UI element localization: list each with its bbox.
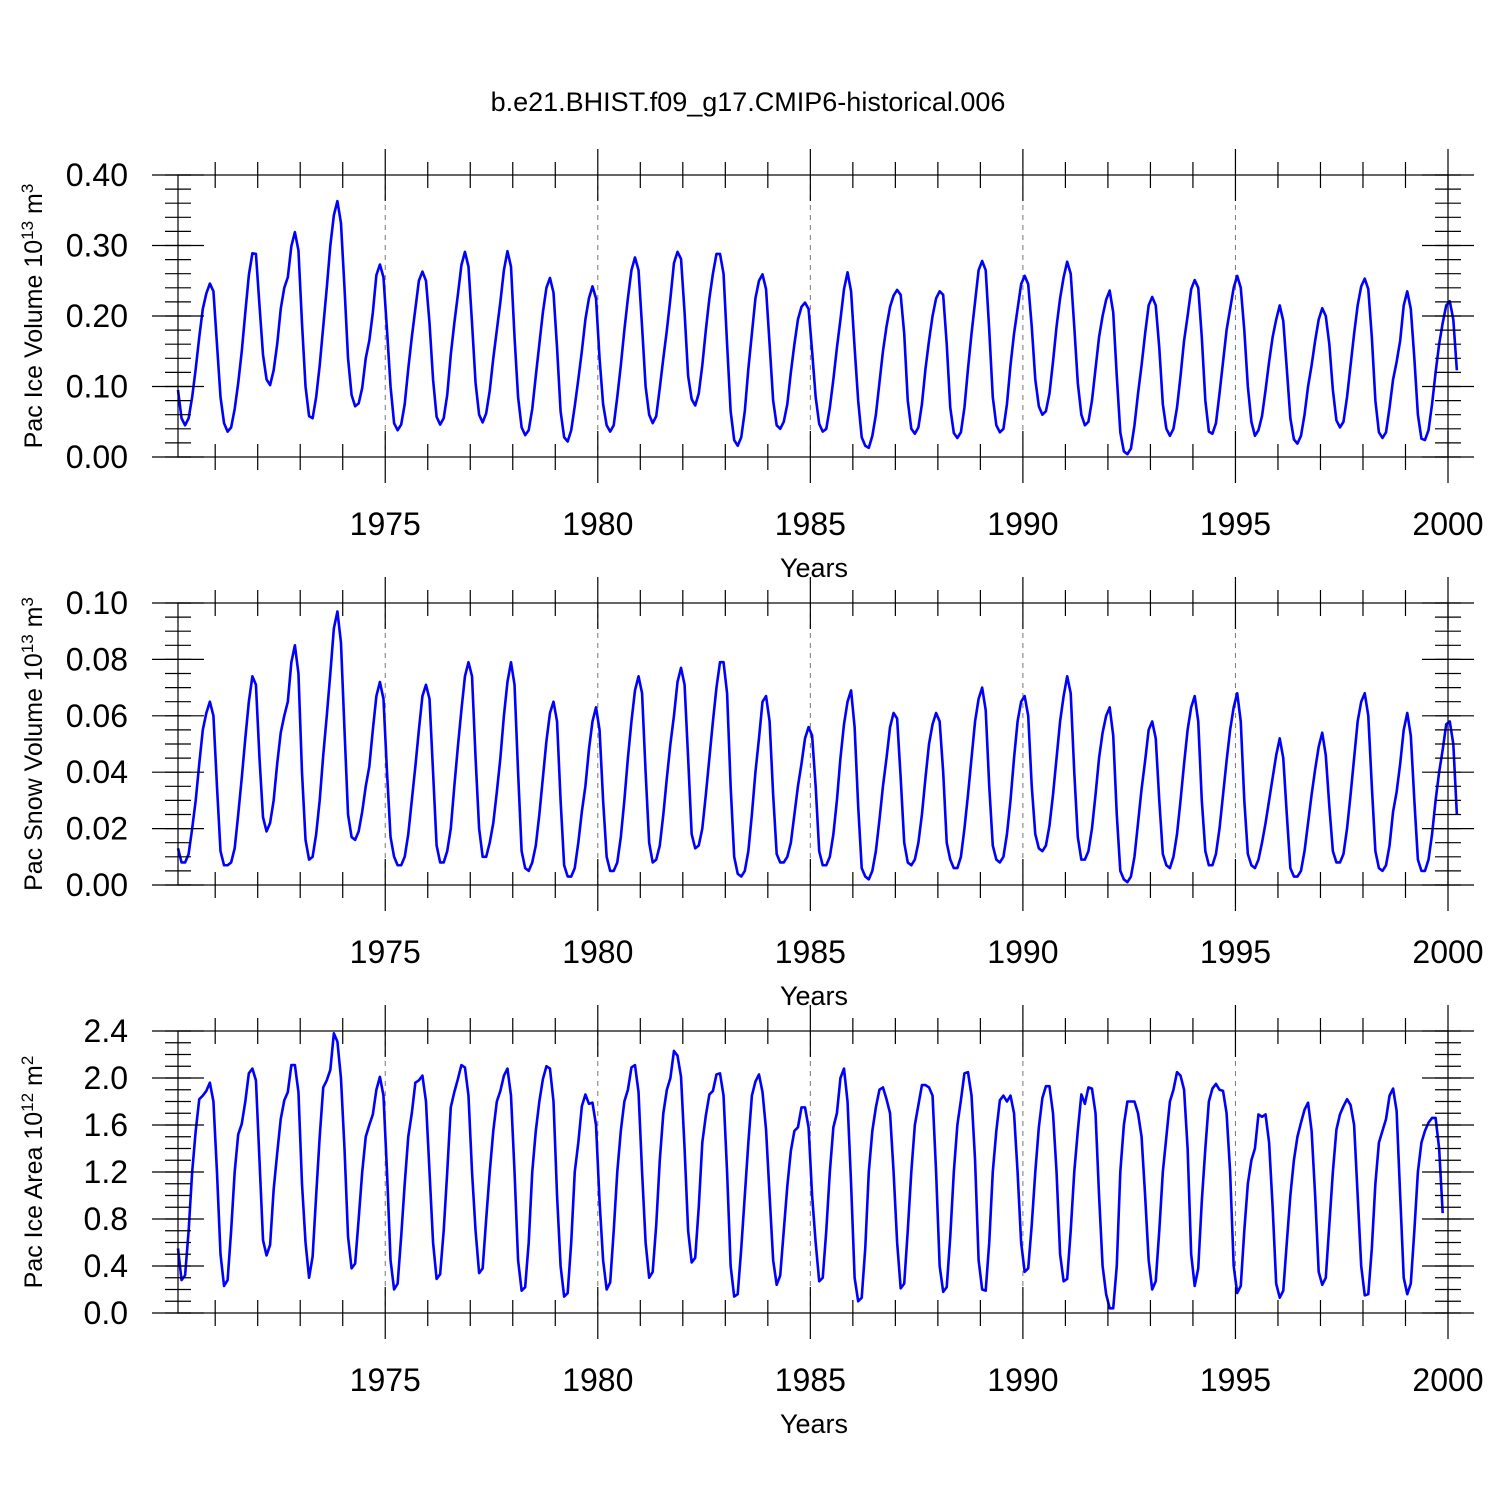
y-axis-label: Pac Ice Area 1012 m2 [18,1056,49,1289]
x-tick-label: 1985 [775,1362,846,1398]
y-tick-label: 0.8 [84,1201,128,1237]
data-series-line [176,610,1459,884]
y-axis-label: Pac Snow Volume 1013 m3 [18,597,49,891]
y-tick-label: 0.02 [66,811,128,847]
x-tick-label: 1975 [350,506,421,542]
data-series-line [176,199,1459,456]
y-tick-label: 0.06 [66,698,128,734]
x-tick-label: 1980 [562,506,633,542]
x-tick-label: 1985 [775,934,846,970]
y-tick-label: 1.6 [84,1107,128,1143]
x-tick-label: 1995 [1200,934,1271,970]
y-tick-label: 2.4 [84,1013,128,1049]
x-tick-label: 2000 [1412,1362,1483,1398]
data-series-line [176,1032,1444,1310]
x-tick-label: 1980 [562,1362,633,1398]
x-tick-label: 1995 [1200,1362,1271,1398]
y-tick-label: 0.10 [66,369,128,405]
x-tick-label: 1980 [562,934,633,970]
y-tick-label: 0.30 [66,228,128,264]
y-tick-label: 0.04 [66,754,128,790]
y-tick-label: 0.10 [66,585,128,621]
x-axis-label: Years [780,1409,848,1439]
y-tick-label: 0.4 [84,1248,128,1284]
y-tick-label: 0.40 [66,157,128,193]
y-axis-label: Pac Ice Volume 1013 m3 [18,184,49,449]
x-tick-label: 1995 [1200,506,1271,542]
panel-ice-area: 0.0 0.4 0.8 1.2 1.6 2.0 2.4 1975 1980 1985 1990 199… [18,1005,1484,1439]
plot-frame [177,602,1449,886]
plot-frame [177,1030,1449,1314]
x-tick-label: 1975 [350,1362,421,1398]
x-tick-label: 1990 [987,934,1058,970]
y-tick-label: 2.0 [84,1060,128,1096]
y-tick-label: 0.08 [66,641,128,677]
x-axis-label: Years [780,553,848,583]
panel-snow-volume: 0.00 0.02 0.04 0.06 0.08 0.10 1975 1980 1985 1990… [18,577,1484,1011]
plot-frame [177,174,1449,458]
y-tick-label: 0.0 [84,1295,128,1331]
y-tick-label: 0.00 [66,867,128,903]
y-tick-label: 0.00 [66,439,128,475]
x-tick-label: 2000 [1412,506,1483,542]
x-tick-label: 2000 [1412,934,1483,970]
x-tick-label: 1985 [775,506,846,542]
x-axis-label: Years [780,981,848,1011]
y-tick-label: 1.2 [84,1154,128,1190]
y-tick-label: 0.20 [66,298,128,334]
x-tick-label: 1975 [350,934,421,970]
x-tick-label: 1990 [987,1362,1058,1398]
x-tick-label: 1990 [987,506,1058,542]
chart-title: b.e21.BHIST.f09_g17.CMIP6-historical.006 [491,87,1006,117]
panel-ice-volume: 0.00 0.10 0.20 0.30 0.40 1975 1980 1985 1990 1995… [18,149,1484,583]
